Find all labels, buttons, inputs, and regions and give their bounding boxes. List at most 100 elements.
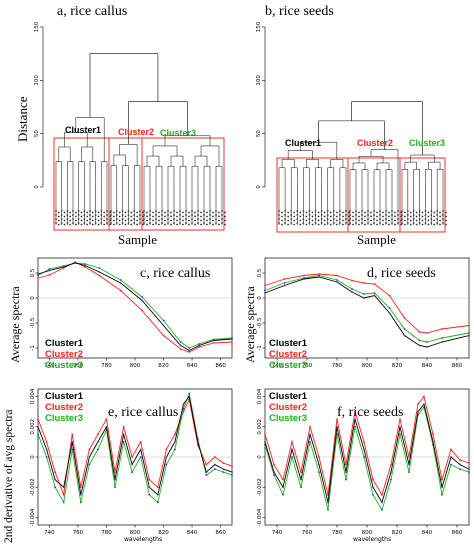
leaf-marker <box>332 218 335 220</box>
x-tick-label: 800 <box>362 363 373 369</box>
point-marker <box>79 486 82 489</box>
leaf-marker <box>385 210 387 212</box>
leaf-marker <box>388 219 390 222</box>
leaf-marker <box>77 222 80 224</box>
leaf-marker <box>345 210 347 212</box>
leaf-marker <box>317 215 320 218</box>
leaf-marker <box>290 210 293 212</box>
point-marker <box>309 425 311 428</box>
x-tick-label: 800 <box>362 530 373 536</box>
leaf-marker <box>164 211 166 214</box>
leaf-marker <box>326 214 329 216</box>
legend-cluster2: Cluster2 <box>269 402 308 413</box>
leaf-marker <box>110 214 112 216</box>
point-marker <box>336 418 338 421</box>
point-marker <box>318 274 320 277</box>
point-marker <box>213 456 216 458</box>
leaf-marker <box>424 214 427 216</box>
leaf-marker <box>60 222 63 224</box>
leaf-marker <box>397 218 399 220</box>
leaf-marker <box>290 214 293 216</box>
leaf-marker <box>69 215 72 218</box>
leaf-marker <box>418 210 421 212</box>
y-tick-label: -0.002 <box>257 478 263 496</box>
leaf-marker <box>224 215 226 218</box>
leaf-marker <box>385 214 387 216</box>
leaf-marker <box>349 222 351 224</box>
leaf-marker <box>173 218 175 220</box>
point-marker <box>156 493 159 496</box>
leaf-marker <box>367 210 369 212</box>
leaf-marker <box>424 222 427 224</box>
leaf-marker <box>391 214 393 216</box>
point-marker <box>282 478 284 481</box>
leaf-marker <box>188 211 190 214</box>
leaf-marker <box>379 218 381 220</box>
leaf-marker <box>278 214 280 216</box>
leaf-marker <box>115 222 118 224</box>
point-marker <box>390 463 392 466</box>
point-marker <box>198 344 201 347</box>
point-marker <box>71 448 74 451</box>
leaf-marker <box>281 223 283 226</box>
leaf-marker <box>439 219 441 222</box>
leaf-marker <box>203 210 205 212</box>
point-marker <box>54 478 57 481</box>
point-marker <box>105 418 108 421</box>
leaf-marker <box>130 215 133 218</box>
point-marker <box>148 493 151 496</box>
leaf-marker <box>89 218 91 220</box>
leaf-marker <box>424 218 427 220</box>
point-marker <box>119 289 122 292</box>
leaf-marker <box>415 211 418 214</box>
leaf-marker <box>367 214 369 216</box>
leaf-marker <box>74 215 77 218</box>
leaf-marker <box>161 210 163 212</box>
x-tick-label: 860 <box>452 530 463 536</box>
leaf-marker <box>409 215 412 218</box>
leaf-marker <box>118 215 121 218</box>
leaf-marker <box>170 223 172 226</box>
cluster-box <box>141 137 225 231</box>
x-axis-label: Sample <box>118 232 157 247</box>
point-marker <box>98 271 101 273</box>
point-marker <box>162 334 165 337</box>
y-tick-label: 150 <box>256 21 262 32</box>
leaf-marker <box>412 214 415 216</box>
leaf-marker <box>345 222 347 224</box>
leaf-marker <box>149 218 151 220</box>
leaf-marker <box>206 215 208 218</box>
leaf-marker <box>401 222 403 224</box>
leaf-marker <box>194 219 196 222</box>
leaf-marker <box>91 215 94 218</box>
x-tick-label: 740 <box>44 363 55 369</box>
leaf-marker <box>209 218 211 220</box>
y-tick-label: -0.004 <box>257 508 263 526</box>
legend: Cluster1 Cluster2 Cluster3 <box>45 391 83 424</box>
leaf-marker <box>80 215 83 218</box>
point-marker <box>122 440 125 443</box>
point-marker <box>426 346 428 348</box>
leaf-marker <box>89 214 91 216</box>
leaf-marker <box>197 222 199 224</box>
leaf-marker <box>77 214 80 216</box>
leaf-marker <box>191 210 193 212</box>
leaf-marker <box>215 222 217 224</box>
leaf-marker <box>209 222 211 224</box>
leaf-marker <box>311 215 314 218</box>
point-marker <box>363 293 365 295</box>
leaf-marker <box>406 218 409 220</box>
point-marker <box>174 433 176 436</box>
legend-cluster3: Cluster3 <box>269 413 308 424</box>
leaf-marker <box>182 219 184 222</box>
leaf-marker <box>433 211 436 214</box>
leaf-marker <box>110 210 112 212</box>
point-marker <box>408 463 410 466</box>
point-marker <box>441 337 443 339</box>
leaf-marker <box>91 211 94 214</box>
leaf-marker <box>284 222 286 224</box>
point-marker <box>372 486 374 489</box>
series-line-cluster2 <box>264 273 470 334</box>
leaf-marker <box>57 211 60 214</box>
leaf-marker <box>430 210 433 212</box>
